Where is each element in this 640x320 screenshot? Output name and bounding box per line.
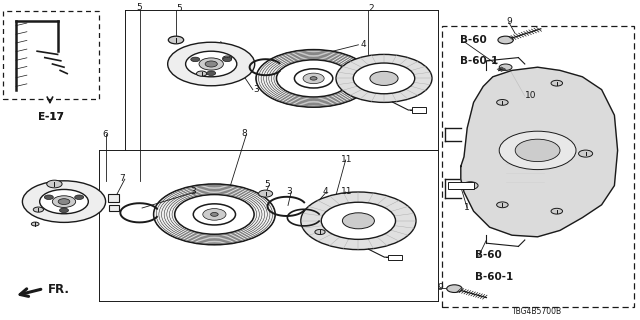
Circle shape bbox=[75, 195, 84, 199]
Circle shape bbox=[196, 71, 207, 76]
Circle shape bbox=[186, 51, 237, 77]
Text: 6: 6 bbox=[103, 130, 108, 139]
Circle shape bbox=[44, 195, 53, 199]
Circle shape bbox=[223, 56, 232, 60]
Circle shape bbox=[321, 202, 396, 239]
Circle shape bbox=[207, 71, 216, 76]
Circle shape bbox=[499, 131, 576, 170]
Text: 3: 3 bbox=[253, 85, 259, 94]
Text: 10: 10 bbox=[525, 91, 537, 100]
Bar bbox=[388, 255, 402, 260]
Circle shape bbox=[199, 58, 223, 70]
Text: 2: 2 bbox=[369, 4, 374, 13]
Circle shape bbox=[211, 212, 218, 216]
Text: 5: 5 bbox=[137, 4, 142, 12]
Circle shape bbox=[551, 80, 563, 86]
Circle shape bbox=[175, 195, 254, 234]
Circle shape bbox=[60, 208, 68, 212]
Text: 4: 4 bbox=[323, 187, 328, 196]
Bar bbox=[442, 26, 634, 307]
Bar bbox=[109, 205, 119, 211]
Circle shape bbox=[223, 57, 232, 62]
Circle shape bbox=[191, 57, 200, 62]
Circle shape bbox=[498, 36, 513, 44]
Circle shape bbox=[276, 60, 351, 97]
Circle shape bbox=[294, 69, 333, 88]
Text: B-60-1: B-60-1 bbox=[460, 56, 498, 67]
Text: 1: 1 bbox=[465, 203, 470, 212]
Circle shape bbox=[579, 150, 593, 157]
Bar bbox=[412, 108, 426, 113]
Text: 11: 11 bbox=[341, 187, 353, 196]
Circle shape bbox=[203, 209, 226, 220]
Text: 5: 5 bbox=[265, 180, 270, 189]
Circle shape bbox=[168, 42, 255, 86]
Circle shape bbox=[463, 182, 478, 189]
Circle shape bbox=[497, 202, 508, 208]
Text: 3: 3 bbox=[287, 187, 292, 196]
Bar bbox=[108, 194, 119, 202]
Circle shape bbox=[47, 180, 62, 188]
Polygon shape bbox=[461, 67, 618, 237]
Text: 11: 11 bbox=[341, 155, 353, 164]
Text: 5: 5 bbox=[177, 4, 182, 13]
Text: B-60: B-60 bbox=[475, 250, 502, 260]
Circle shape bbox=[303, 73, 324, 84]
Text: 4: 4 bbox=[361, 40, 366, 49]
Circle shape bbox=[342, 213, 374, 229]
Text: TBG4B5700B: TBG4B5700B bbox=[512, 307, 562, 316]
Bar bbox=[448, 182, 474, 189]
Text: E-17: E-17 bbox=[38, 112, 65, 122]
Circle shape bbox=[193, 204, 236, 225]
Circle shape bbox=[353, 63, 415, 94]
Text: B-60-1: B-60-1 bbox=[475, 272, 513, 282]
Text: FR.: FR. bbox=[48, 283, 70, 296]
Circle shape bbox=[497, 100, 508, 105]
Circle shape bbox=[256, 50, 371, 107]
Circle shape bbox=[31, 222, 39, 226]
Circle shape bbox=[370, 71, 398, 85]
Circle shape bbox=[551, 208, 563, 214]
Text: 3: 3 bbox=[191, 187, 196, 196]
Text: E-17: E-17 bbox=[38, 112, 65, 122]
Circle shape bbox=[22, 181, 106, 222]
Circle shape bbox=[52, 196, 76, 207]
Circle shape bbox=[154, 184, 275, 245]
Text: 7: 7 bbox=[119, 174, 124, 183]
Circle shape bbox=[301, 192, 416, 250]
Circle shape bbox=[336, 54, 432, 102]
Circle shape bbox=[168, 36, 184, 44]
Bar bbox=[3, 11, 99, 99]
Text: 9: 9 bbox=[506, 17, 511, 26]
Text: 9: 9 bbox=[438, 283, 443, 292]
Circle shape bbox=[33, 207, 44, 212]
Circle shape bbox=[259, 190, 273, 197]
Circle shape bbox=[499, 64, 512, 70]
Text: 8: 8 bbox=[242, 129, 247, 138]
Text: B-60: B-60 bbox=[460, 35, 486, 45]
Circle shape bbox=[310, 77, 317, 80]
Circle shape bbox=[515, 139, 560, 162]
Circle shape bbox=[40, 189, 88, 214]
Circle shape bbox=[315, 229, 325, 235]
Circle shape bbox=[205, 61, 218, 67]
Circle shape bbox=[58, 199, 70, 204]
Circle shape bbox=[447, 285, 462, 292]
